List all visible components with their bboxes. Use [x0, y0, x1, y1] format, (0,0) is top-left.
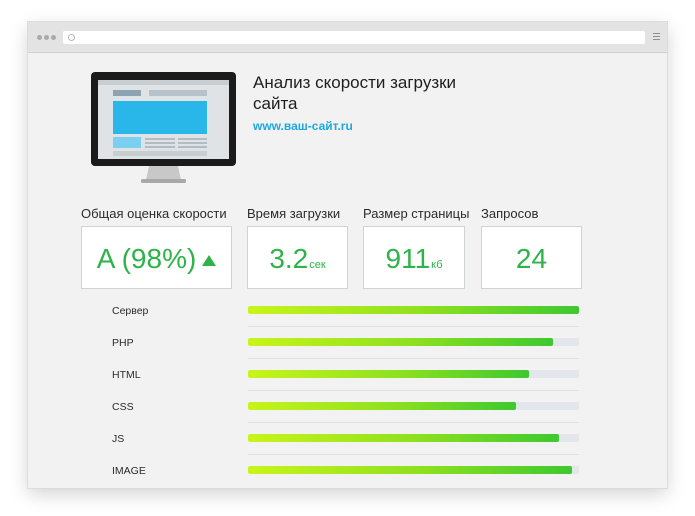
- progress-fill: [248, 434, 560, 442]
- reload-icon[interactable]: [68, 34, 75, 41]
- list-item: IMAGE: [83, 456, 581, 488]
- metric-unit: сек: [309, 259, 326, 271]
- metric-value: 24: [515, 243, 548, 274]
- list-item: CSS: [83, 392, 581, 424]
- metric-card-requests: 24: [481, 226, 582, 289]
- progress-fill: [248, 338, 553, 346]
- monitor-illustration: [91, 72, 236, 183]
- progress-track: [248, 370, 579, 378]
- metric-card-overall: A (98%): [81, 226, 232, 289]
- bar-label: PHP: [112, 337, 134, 349]
- progress-track: [248, 466, 579, 474]
- window-dot-icon[interactable]: [37, 35, 42, 40]
- progress-track: [248, 434, 579, 442]
- metric-unit: кб: [431, 259, 443, 271]
- site-url-link[interactable]: www.ваш-сайт.ru: [253, 119, 353, 133]
- metric-label: Размер страницы: [363, 206, 470, 221]
- list-item: PHP: [83, 328, 581, 360]
- list-item: JS: [83, 424, 581, 456]
- progress-fill: [248, 466, 573, 474]
- menu-icon[interactable]: [653, 33, 660, 42]
- metric-label: Запросов: [481, 206, 539, 221]
- metric-label: Время загрузки: [247, 206, 341, 221]
- window-dot-icon[interactable]: [51, 35, 56, 40]
- window-dot-icon[interactable]: [44, 35, 49, 40]
- metric-card-load-time: 3.2сек: [247, 226, 348, 289]
- bar-label: IMAGE: [112, 465, 146, 477]
- bar-label: JS: [112, 433, 125, 445]
- progress-track: [248, 338, 579, 346]
- progress-fill: [248, 402, 517, 410]
- progress-track: [248, 402, 579, 410]
- metric-value: 911: [385, 243, 431, 274]
- browser-window: Анализ скорости загрузки сайта www.ваш-с…: [28, 22, 667, 488]
- page-title: Анализ скорости загрузки сайта: [253, 73, 457, 113]
- list-item: HTML: [83, 360, 581, 392]
- progress-fill: [248, 306, 579, 314]
- progress-fill: [248, 370, 530, 378]
- bar-label: HTML: [112, 369, 141, 381]
- arrow-up-icon: [202, 255, 217, 266]
- metric-value: 3.2: [269, 243, 309, 274]
- metric-card-page-size: 911кб: [363, 226, 465, 289]
- progress-track: [248, 306, 579, 314]
- browser-toolbar: [28, 22, 667, 53]
- address-bar[interactable]: [63, 31, 645, 44]
- bar-label: Сервер: [112, 305, 149, 317]
- list-item: Сервер: [83, 296, 581, 328]
- bar-label: CSS: [112, 401, 134, 413]
- metric-value: A (98%): [96, 243, 197, 274]
- metric-label: Общая оценка скорости: [81, 206, 227, 221]
